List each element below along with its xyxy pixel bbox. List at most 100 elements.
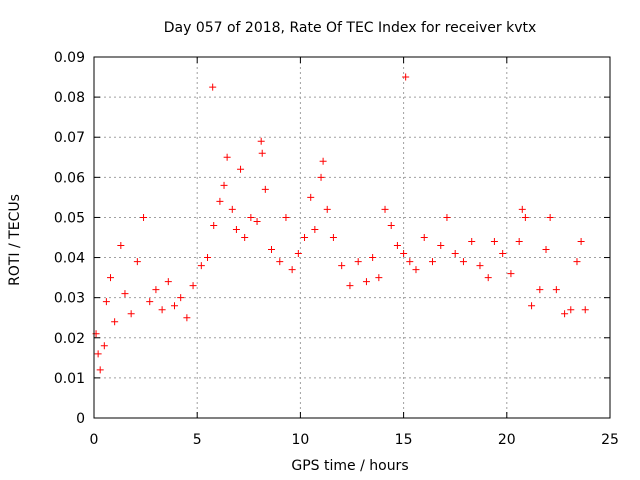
grid	[94, 57, 610, 418]
y-tick-label: 0.02	[54, 331, 85, 347]
data-point	[209, 83, 217, 91]
plot-border	[93, 56, 611, 419]
y-tick-label: 0.03	[54, 291, 85, 307]
data-point	[375, 274, 383, 282]
data-point	[317, 173, 325, 181]
y-tick-label: 0.04	[54, 251, 85, 267]
data-point	[484, 274, 492, 282]
data-point	[567, 306, 575, 314]
data-point	[152, 286, 160, 294]
data-point	[536, 286, 544, 294]
chart-title: Day 057 of 2018, Rate Of TEC Index for r…	[164, 20, 537, 36]
data-point	[369, 254, 377, 262]
x-tick-label: 0	[90, 432, 99, 448]
data-point	[268, 246, 276, 254]
data-point	[346, 282, 354, 290]
x-axis-label: GPS time / hours	[291, 458, 408, 474]
data-point	[241, 234, 249, 241]
data-point	[288, 266, 296, 274]
data-point	[247, 213, 255, 221]
x-tick-label: 10	[291, 432, 309, 448]
data-point	[102, 298, 110, 306]
data-point	[406, 258, 414, 266]
data-points	[92, 73, 589, 374]
data-point	[552, 286, 560, 294]
data-point	[437, 242, 445, 250]
data-point	[412, 266, 420, 274]
data-point	[561, 310, 569, 318]
data-point	[276, 258, 284, 266]
data-point	[443, 213, 451, 221]
data-point	[216, 197, 224, 205]
data-point	[451, 250, 459, 258]
data-point	[261, 185, 269, 193]
y-tick-label: 0.07	[54, 130, 85, 146]
data-point	[400, 250, 408, 258]
data-point	[515, 238, 523, 246]
y-tick-label: 0.08	[54, 90, 85, 106]
data-point	[307, 193, 315, 201]
data-point	[573, 258, 581, 266]
data-point	[319, 157, 327, 165]
data-point	[177, 294, 185, 302]
data-point	[183, 314, 191, 322]
x-tick-label: 25	[601, 432, 619, 448]
data-point	[490, 238, 498, 246]
data-point	[507, 270, 515, 278]
data-point	[476, 262, 484, 270]
data-point	[528, 302, 536, 310]
data-point	[232, 225, 240, 233]
y-axis-label: ROTI / TECUs	[7, 194, 23, 286]
data-point	[204, 254, 212, 262]
data-point	[499, 250, 507, 258]
y-tick-label: 0.05	[54, 210, 85, 226]
data-point	[542, 246, 550, 254]
axis-ticks: 0 5 10 15 20 25 0 0.01 0.02 0.03 0.04 0.05 0.06 0.07 0…	[54, 50, 619, 448]
data-point	[96, 366, 104, 374]
data-point	[121, 290, 129, 298]
data-point	[257, 137, 265, 145]
data-point	[521, 213, 529, 221]
data-point	[146, 298, 154, 306]
data-point	[468, 238, 476, 246]
data-point	[140, 213, 148, 221]
data-point	[111, 318, 119, 326]
x-tick-label: 15	[395, 432, 413, 448]
data-point	[228, 205, 236, 213]
data-point	[362, 278, 370, 286]
x-tick-label: 5	[193, 432, 202, 448]
data-point	[420, 234, 428, 241]
data-point	[329, 234, 337, 241]
data-point	[294, 250, 302, 258]
y-tick-label: 0.09	[54, 50, 85, 66]
data-point	[237, 165, 245, 173]
data-point	[127, 310, 135, 318]
data-point	[387, 221, 395, 229]
data-point	[133, 258, 141, 266]
x-tick-label: 20	[498, 432, 516, 448]
data-point	[158, 306, 166, 314]
y-tick-label: 0.06	[54, 170, 85, 186]
y-tick-label: 0.01	[54, 371, 85, 387]
data-point	[428, 258, 436, 266]
data-point	[100, 342, 108, 350]
data-point	[223, 153, 231, 161]
data-point	[117, 242, 125, 250]
data-point	[354, 258, 362, 266]
data-point	[189, 282, 197, 290]
data-point	[258, 149, 266, 157]
data-point	[282, 213, 290, 221]
data-point	[210, 221, 218, 229]
data-point	[170, 302, 178, 310]
data-point	[197, 262, 205, 270]
data-point	[220, 181, 228, 189]
data-point	[94, 350, 102, 358]
data-point	[459, 258, 467, 266]
data-point	[393, 242, 401, 250]
data-point	[577, 238, 585, 246]
data-point	[402, 73, 410, 81]
data-point	[107, 274, 115, 282]
data-point	[253, 217, 261, 225]
data-point	[381, 205, 389, 213]
